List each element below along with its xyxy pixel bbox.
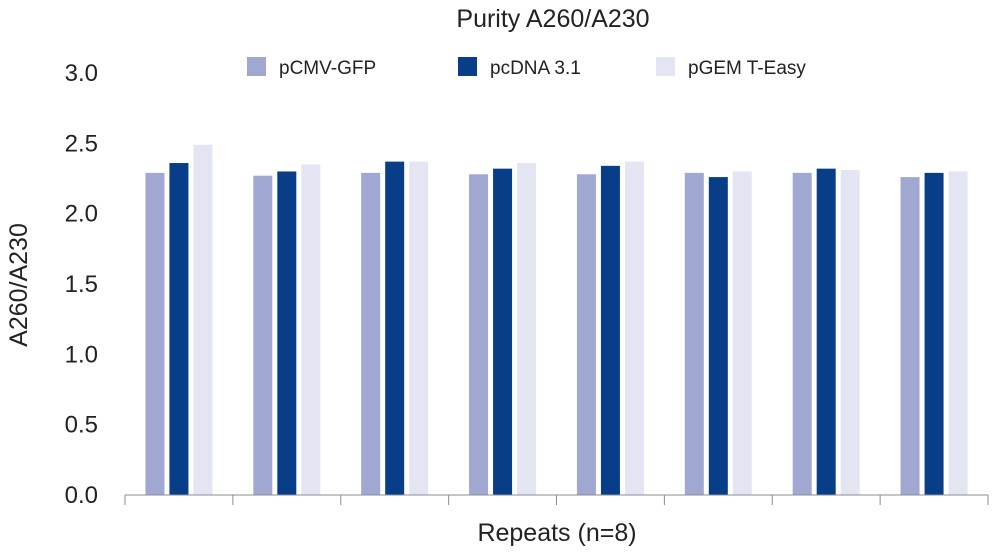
chart-title: Purity A260/A230 [456, 5, 649, 33]
legend-swatch-2 [458, 57, 477, 76]
x-axis-ticks [124, 495, 989, 505]
bar-2-group-8 [924, 172, 944, 495]
bar-2-group-3 [385, 161, 405, 495]
legend-swatch-1 [247, 57, 266, 76]
bar-1-group-4 [469, 174, 489, 495]
bar-1-group-2 [253, 175, 273, 495]
legend-swatch-3 [656, 57, 675, 76]
legend-label-1: pCMV-GFP [279, 58, 376, 79]
bar-1-group-6 [684, 172, 704, 495]
bar-1-group-3 [361, 172, 381, 495]
legend-label-2: pcDNA 3.1 [490, 58, 581, 79]
y-tick-label: 3.0 [65, 60, 98, 87]
bar-3-group-5 [624, 161, 644, 495]
y-axis-ticks: 0.0 0.5 1.0 1.5 2.0 2.5 3.0 [65, 60, 98, 509]
bar-3-group-1 [193, 144, 213, 496]
bar-2-group-6 [708, 177, 728, 495]
x-axis-label: Repeats (n=8) [477, 519, 636, 547]
bar-3-group-4 [517, 163, 537, 495]
y-tick-label: 1.5 [65, 271, 98, 298]
bar-2-group-1 [169, 163, 189, 495]
bar-3-group-3 [409, 161, 429, 495]
bar-1-group-5 [576, 174, 596, 495]
bar-1-group-1 [145, 172, 165, 495]
legend-label-3: pGEM T-Easy [688, 58, 806, 79]
bar-2-group-7 [816, 168, 836, 495]
bar-2-group-5 [600, 165, 620, 495]
bar-1-group-8 [900, 177, 920, 495]
bar-3-group-6 [732, 171, 752, 495]
bar-2-group-2 [277, 171, 297, 495]
y-tick-label: 0.0 [65, 482, 98, 509]
y-tick-label: 1.0 [65, 341, 98, 368]
y-tick-label: 2.0 [65, 201, 98, 228]
bar-3-group-7 [840, 170, 860, 495]
y-tick-label: 0.5 [65, 412, 98, 439]
y-tick-label: 2.5 [65, 130, 98, 157]
bar-3-group-8 [948, 171, 968, 495]
bar-3-group-2 [301, 164, 321, 495]
y-axis-label: A260/A230 [5, 223, 33, 347]
bar-2-group-4 [493, 168, 513, 495]
bar-1-group-7 [792, 172, 812, 495]
bars [145, 144, 968, 496]
legend: pCMV-GFP pcDNA 3.1 pGEM T-Easy [247, 57, 806, 79]
